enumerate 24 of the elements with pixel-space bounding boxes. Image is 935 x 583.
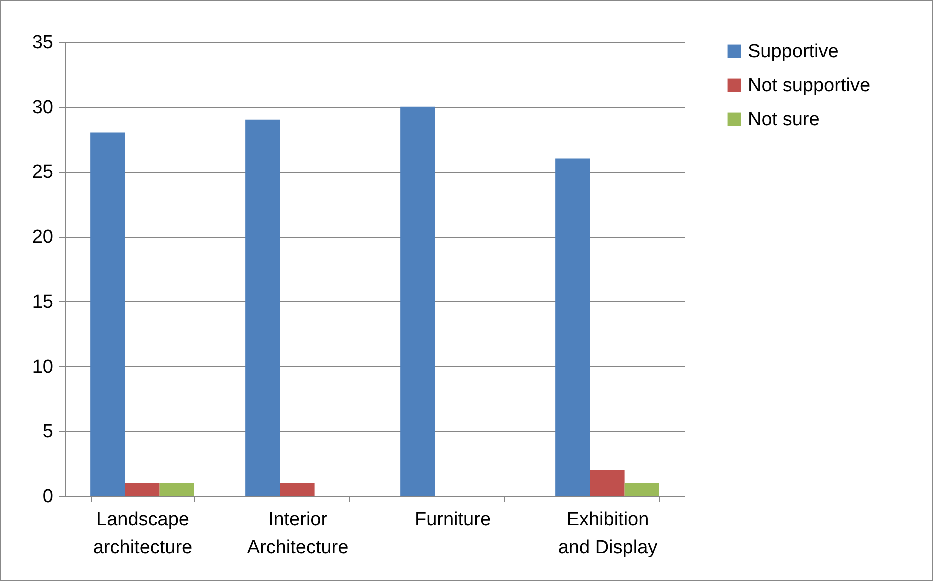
x-tick-label: Exhibition and Display — [558, 510, 658, 558]
bar — [590, 470, 625, 496]
y-tick-label: 30 — [32, 97, 54, 118]
bar — [90, 132, 126, 496]
y-tick-label: 15 — [32, 292, 54, 313]
legend-label: Supportive — [748, 42, 839, 62]
legend-label: Not sure — [748, 110, 820, 130]
x-tick-label: Interior Architecture — [247, 510, 349, 558]
legend-label: Not supportive — [748, 76, 871, 96]
bar — [160, 483, 194, 496]
bar — [400, 106, 436, 496]
y-tick-label: 35 — [32, 32, 54, 54]
bar — [624, 483, 660, 496]
y-tick-label: 25 — [32, 162, 54, 184]
x-tick-label: Furniture — [414, 510, 492, 530]
y-tick-label: 0 — [42, 486, 54, 508]
y-tick-label: 20 — [32, 227, 54, 248]
bar — [125, 483, 160, 496]
bar — [280, 483, 315, 496]
bar — [246, 120, 280, 496]
x-tick-label: Landscape architecture — [93, 510, 193, 558]
y-tick-label: 5 — [42, 422, 54, 443]
bar — [556, 158, 590, 496]
y-tick-label: 10 — [32, 356, 54, 378]
